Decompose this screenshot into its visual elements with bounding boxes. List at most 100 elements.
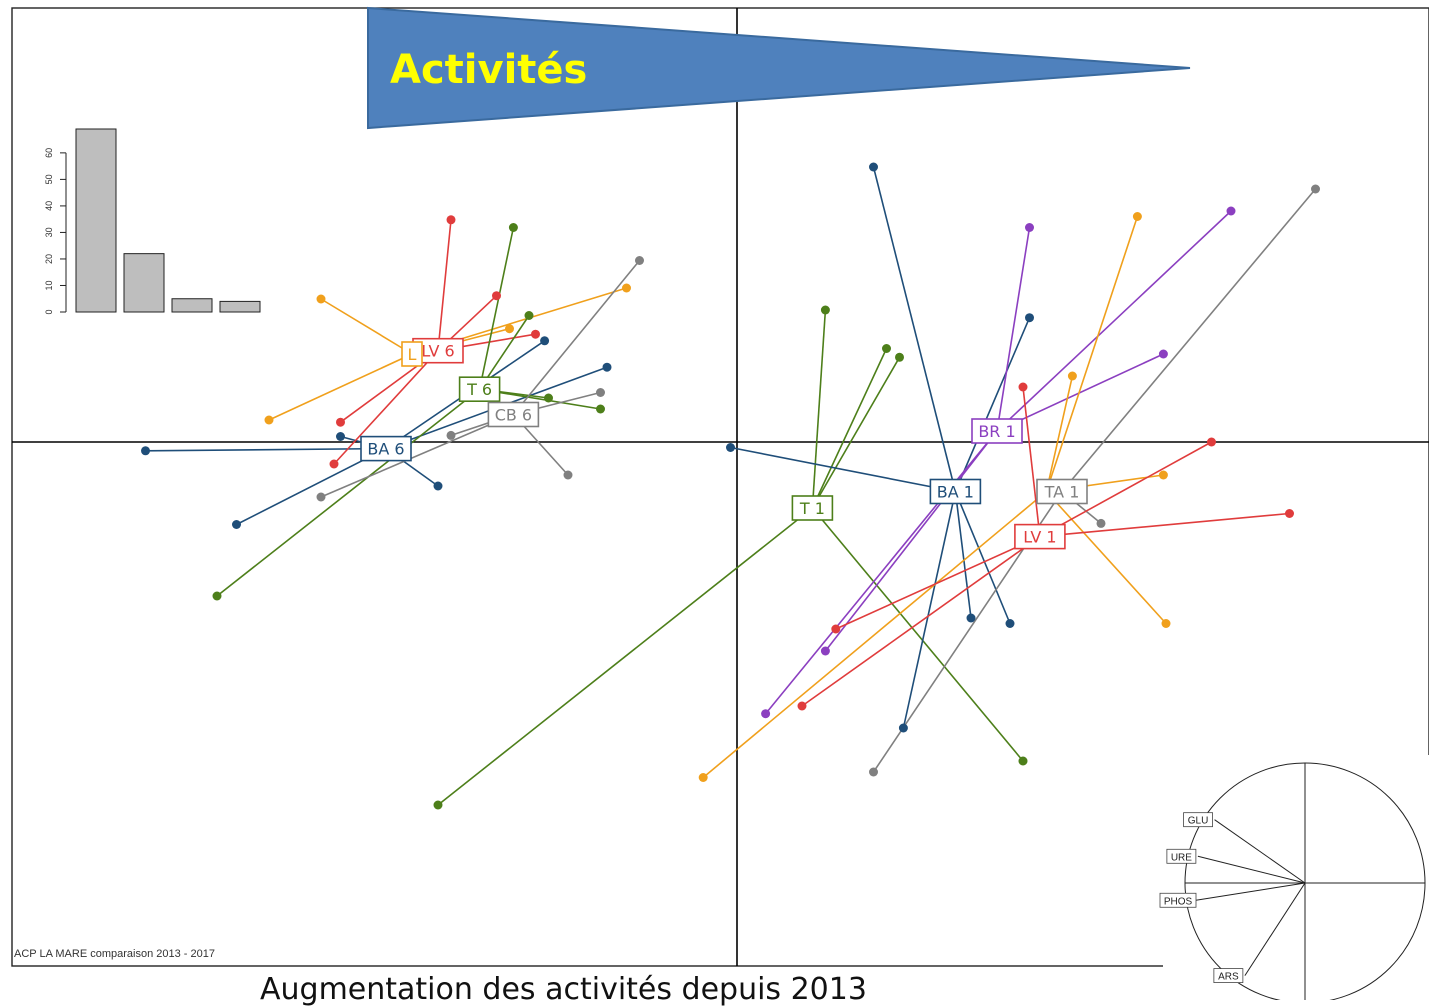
segment-line [954,317,1031,492]
segment-line [1045,216,1139,492]
variable-label: ARS [1218,972,1239,983]
group-label-text: LV 6 [421,342,454,361]
data-point [433,481,443,491]
data-point [820,646,830,656]
data-point [869,767,878,777]
segment-line [702,490,1047,779]
group-label-text: TA 1 [1044,483,1080,502]
group-label-text: BA 6 [367,440,404,459]
data-point [895,352,904,362]
group-label-box [487,401,540,428]
group-label-box [1036,478,1088,505]
data-point [446,215,456,225]
activites-banner: Activités [367,6,1191,130]
data-point [1018,382,1028,392]
segment-line [730,446,956,493]
segment-line [764,430,998,715]
group-label: T 6 [458,376,501,403]
segment-line [216,388,481,597]
segment-line [824,430,998,652]
eigenvalue-bar [219,300,261,313]
data-point [336,432,345,441]
segment-line [320,413,514,498]
segment-line [872,166,957,492]
data-point [1132,212,1142,221]
segment-line [835,535,1041,630]
segment-line [320,298,413,355]
data-point [898,723,908,733]
data-point [508,223,518,232]
group-labels: BA 6 LV 6L T 6CB 6 T 1 BA 1 BR 1 TA 1 LV 1 [360,337,1088,550]
group-label: BR 1 [971,418,1023,444]
segment-line [954,491,1011,624]
variable-arrow [1244,882,1306,976]
group-label-box [1014,523,1066,550]
segment-line [902,491,957,729]
segment-line [1039,512,1290,538]
chart-caption: ACP LA MARE comparaison 2013 - 2017 [14,948,215,960]
data-point [212,591,222,601]
group-label-text: BA 1 [937,483,974,502]
variable-arrow [1197,855,1306,884]
data-point [869,162,878,172]
group-label-box [360,435,412,462]
segment-line [996,353,1164,432]
group-label: L [401,341,423,367]
pca-main-plot: BA 6 LV 6L T 6CB 6 T 1 BA 1 BR 1 TA 1 LV 1 [11,7,1429,967]
data-point [446,430,456,440]
eigenvalue-bar [123,253,165,313]
group-label: TA 1 [1036,478,1088,505]
data-point [761,709,771,719]
data-point [544,393,553,403]
correlation-circle: GLU URE PHOS ARS [1159,755,1429,1000]
slide-subtitle: Augmentation des activités depuis 2013 [260,972,867,1007]
group-label-box [401,341,423,367]
data-point [1096,518,1106,528]
data-point [1161,619,1171,628]
data-point [1285,509,1294,518]
barplot-tick-label: 40 [44,201,54,211]
data-point [1025,313,1034,323]
variable-label-box [1183,812,1213,828]
segment-line [811,356,901,509]
group-label-box [929,478,982,505]
segment-line [954,491,972,619]
variable-label: GLU [1188,816,1209,827]
segment-line [268,353,413,421]
data-point [329,459,339,469]
group-segments [145,166,1317,806]
group-label-text: T 1 [799,499,825,518]
group-points [141,162,1320,810]
segment-line [478,227,515,390]
data-point [492,291,501,301]
data-point [264,415,274,425]
segment-line [996,227,1031,432]
data-point [524,311,534,320]
variable-arrow [1195,882,1306,901]
data-point [1018,756,1028,766]
eigenvalue-bar [75,128,117,313]
barplot-tick-label: 0 [44,309,54,314]
segment-line [1045,375,1074,492]
group-label: BA 1 [929,478,982,505]
variable-label: PHOS [1164,896,1193,907]
group-label-text: L [408,345,417,364]
data-point [635,256,644,265]
segment-line [801,535,1041,707]
segment-line [1022,386,1041,537]
data-point [831,624,841,634]
data-point [726,443,735,452]
variable-label-box [1213,968,1244,983]
data-point [1158,349,1168,359]
segment-line [811,309,827,509]
data-point [316,492,326,502]
data-point [531,329,540,339]
group-label: LV 1 [1014,523,1066,550]
group-label-box [791,495,834,521]
data-point [1025,223,1034,232]
group-label-box [458,376,501,403]
data-point [882,344,891,353]
segment-line [437,219,452,351]
data-point [698,773,708,782]
